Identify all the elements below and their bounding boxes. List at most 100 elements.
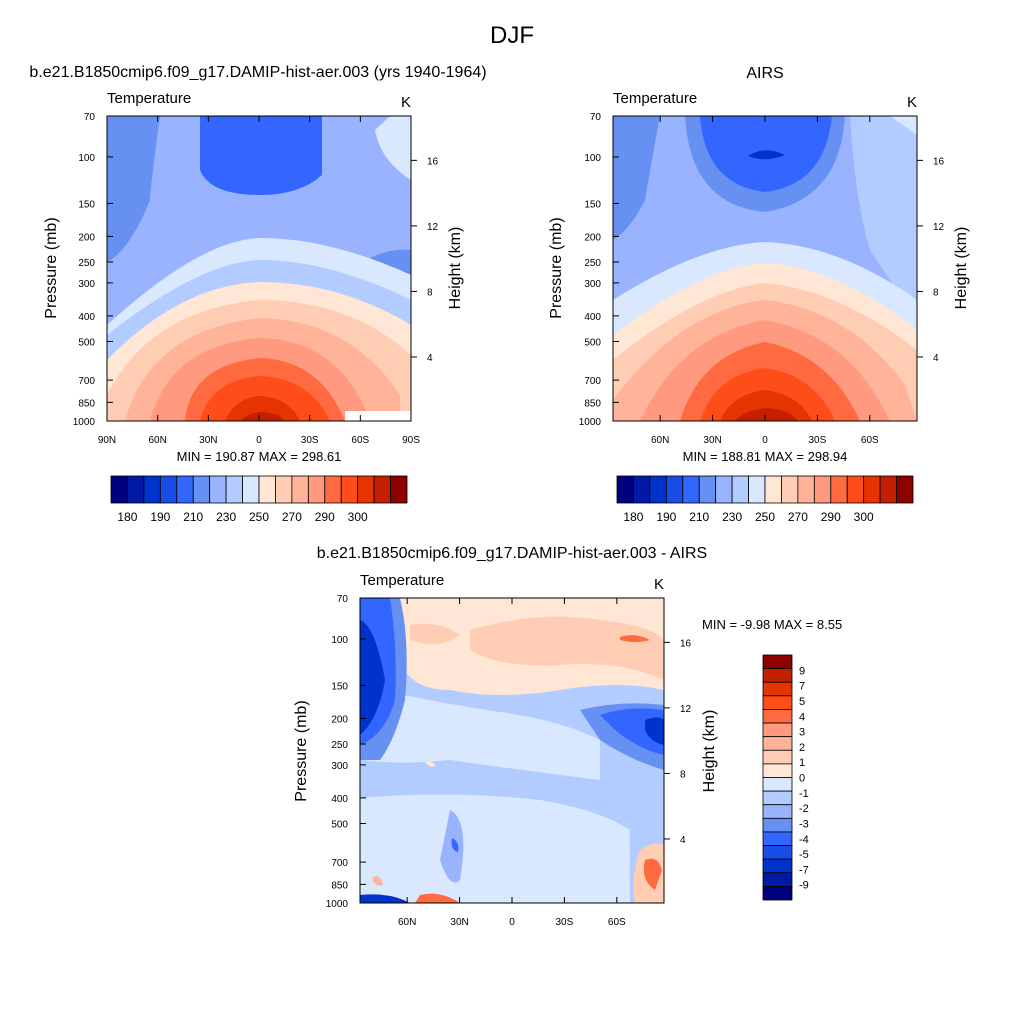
panel-model-field <box>107 116 411 421</box>
panel-diff-subtitle: Temperature <box>360 572 444 589</box>
x-tick-label: 90N <box>98 435 116 446</box>
colorbar-swatch <box>762 831 793 846</box>
colorbar-swatch <box>762 763 793 778</box>
colorbar-swatch <box>275 475 293 504</box>
colorbar-label: 0 <box>799 773 805 785</box>
colorbar-swatch <box>879 475 897 504</box>
right-tick-label: 16 <box>427 156 439 167</box>
colorbar-swatch <box>225 475 243 504</box>
panel-diff-title: b.e21.B1850cmip6.f09_g17.DAMIP-hist-aer.… <box>317 545 707 562</box>
colorbar-swatch <box>762 845 793 860</box>
colorbar-label: 190 <box>656 510 676 524</box>
y-tick-label: 700 <box>584 376 601 387</box>
colorbar-label: -3 <box>799 818 809 830</box>
panel-model-colorbar: 180 190 210 230 250 270 290 300 <box>110 475 408 524</box>
y-tick-label: 850 <box>584 398 601 409</box>
y-tick-label: 1000 <box>326 899 349 910</box>
colorbar-label: 2 <box>799 742 805 754</box>
colorbar-swatch <box>209 475 227 504</box>
x-tick-label: 60S <box>351 435 369 446</box>
colorbar-swatch <box>258 475 276 504</box>
panel-model-stats: MIN = 190.87 MAX = 298.61 <box>177 449 342 464</box>
colorbar-label: 230 <box>216 510 236 524</box>
y-tick-label: 1000 <box>579 417 602 428</box>
x-tick-label: 30N <box>199 435 217 446</box>
colorbar-label: 190 <box>150 510 170 524</box>
colorbar-label: 7 <box>799 681 805 693</box>
panel-airs-title: AIRS <box>746 65 783 82</box>
panel-airs-ylabel-right: Height (km) <box>953 227 970 310</box>
y-tick-label: 200 <box>78 232 95 243</box>
panel-airs-stats: MIN = 188.81 MAX = 298.94 <box>683 449 848 464</box>
colorbar-swatch <box>143 475 161 504</box>
colorbar-swatch <box>781 475 799 504</box>
colorbar-label: 300 <box>348 510 368 524</box>
panel-diff-yticks: 70 100 150 200 250 300 400 500 700 850 1000 <box>326 594 366 910</box>
colorbar-label: 4 <box>799 711 805 723</box>
x-tick-label: 0 <box>762 435 768 446</box>
y-tick-label: 70 <box>590 112 602 123</box>
panel-model-units: K <box>401 94 411 111</box>
colorbar-label: 210 <box>689 510 709 524</box>
panel-airs: AIRS Temperature K Pressure (mb) <box>548 65 970 524</box>
colorbar-swatch <box>390 475 408 504</box>
colorbar-label: 210 <box>183 510 203 524</box>
colorbar-swatch <box>830 475 848 504</box>
panel-model-ylabel: Pressure (mb) <box>43 217 60 318</box>
colorbar-swatch <box>649 475 667 504</box>
x-tick-label: 60N <box>148 435 166 446</box>
colorbar-swatch <box>762 858 793 874</box>
panel-airs-right-ticks: 16 12 8 4 <box>917 156 945 364</box>
y-tick-label: 100 <box>584 153 601 164</box>
right-tick-label: 16 <box>933 156 945 167</box>
colorbar-swatch <box>242 475 260 504</box>
colorbar-label: -7 <box>799 864 809 876</box>
colorbar-swatch <box>813 475 832 504</box>
right-tick-label: 4 <box>680 835 686 846</box>
colorbar-label: 3 <box>799 727 805 739</box>
y-tick-label: 850 <box>78 398 95 409</box>
colorbar-swatch <box>665 475 684 504</box>
colorbar-label: -4 <box>799 834 809 846</box>
colorbar-swatch <box>762 722 793 738</box>
colorbar-swatch <box>762 654 793 670</box>
x-tick-label: 0 <box>509 917 515 928</box>
y-tick-label: 200 <box>331 714 348 725</box>
panel-diff-xticks: 60N 30N 0 30S 60S <box>398 598 626 928</box>
y-tick-label: 100 <box>331 635 348 646</box>
colorbar-label: 270 <box>788 510 808 524</box>
panel-model: b.e21.B1850cmip6.f09_g17.DAMIP-hist-aer.… <box>29 64 486 524</box>
y-tick-label: 70 <box>337 594 349 605</box>
right-tick-label: 8 <box>680 769 686 780</box>
x-tick-label: 60N <box>651 435 669 446</box>
colorbar-swatch <box>110 475 128 504</box>
y-tick-label: 100 <box>78 153 95 164</box>
colorbar-swatch <box>159 475 178 504</box>
right-tick-label: 4 <box>427 353 433 364</box>
colorbar-swatch <box>762 681 793 697</box>
panel-diff-units: K <box>654 576 664 593</box>
panel-airs-colorbar: 180 190 210 230 250 270 290 300 <box>616 475 914 524</box>
colorbar-label: 250 <box>249 510 269 524</box>
colorbar-swatch <box>762 749 793 765</box>
y-tick-label: 500 <box>78 338 95 349</box>
y-tick-label: 250 <box>584 258 601 269</box>
colorbar-swatch <box>762 872 793 887</box>
colorbar-swatch <box>127 475 145 504</box>
colorbar-swatch <box>762 885 793 901</box>
right-tick-label: 16 <box>680 638 692 649</box>
y-tick-label: 250 <box>78 258 95 269</box>
y-tick-label: 150 <box>331 681 348 692</box>
colorbar-label: 300 <box>854 510 874 524</box>
panel-model-ylabel-right: Height (km) <box>447 227 464 310</box>
y-tick-label: 500 <box>584 338 601 349</box>
panel-model-title: b.e21.B1850cmip6.f09_g17.DAMIP-hist-aer.… <box>29 64 486 81</box>
colorbar-swatch <box>762 777 793 792</box>
panel-model-xticks: 90N 60N 30N 0 30S 60S 90S <box>98 116 420 446</box>
colorbar-swatch <box>846 475 865 504</box>
colorbar-label: 290 <box>315 510 335 524</box>
colorbar-label: 1 <box>799 757 805 769</box>
colorbar-label: 250 <box>755 510 775 524</box>
colorbar-swatch <box>633 475 651 504</box>
x-tick-label: 30S <box>301 435 319 446</box>
